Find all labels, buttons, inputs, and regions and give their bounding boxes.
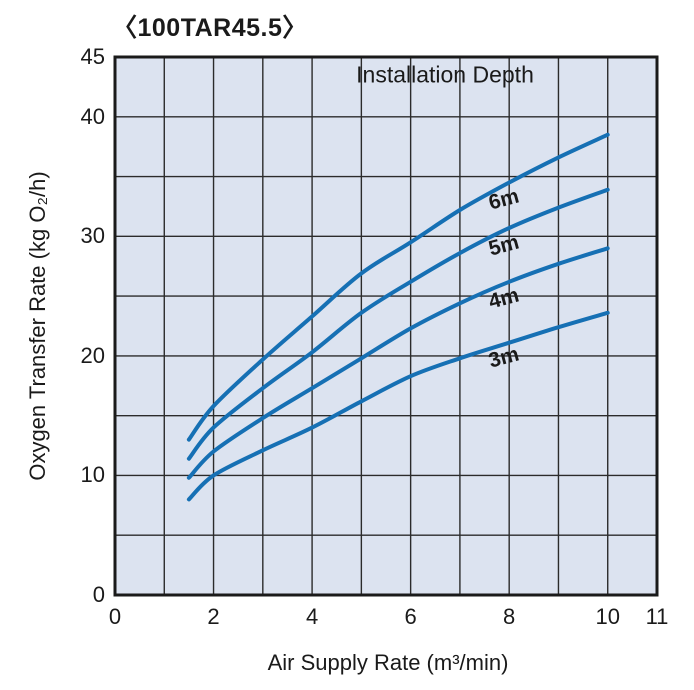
- x-tick-label-4: 4: [305, 604, 319, 629]
- curve-3m: [186, 310, 610, 502]
- y-tick-label-30: 30: [80, 223, 105, 249]
- installation-depth-annotation: Installation Depth: [356, 61, 534, 88]
- y-tick-label-20: 20: [80, 342, 105, 368]
- x-tick-label-11: 11: [645, 604, 669, 629]
- curve-4m: [186, 246, 610, 480]
- x-tick-label-8: 8: [503, 604, 516, 629]
- curve-6m: [186, 132, 610, 442]
- page-title: 〈100TAR45.5〉: [112, 14, 308, 42]
- x-tick-label-6: 6: [404, 604, 417, 629]
- y-tick-label-0: 0: [92, 582, 105, 607]
- y-tick-label-45: 45: [80, 44, 105, 69]
- plot-border: [113, 55, 659, 597]
- x-tick-label-0: 0: [108, 604, 122, 629]
- y-tick-label-40: 40: [80, 103, 105, 129]
- x-axis-title: Air Supply Rate (m³/min): [267, 650, 509, 675]
- plot-background: [115, 57, 657, 595]
- y-tick-label-10: 10: [80, 462, 105, 488]
- curve-5m: [186, 187, 610, 461]
- x-tick-label-2: 2: [207, 604, 220, 629]
- x-tick-label-10: 10: [595, 604, 620, 629]
